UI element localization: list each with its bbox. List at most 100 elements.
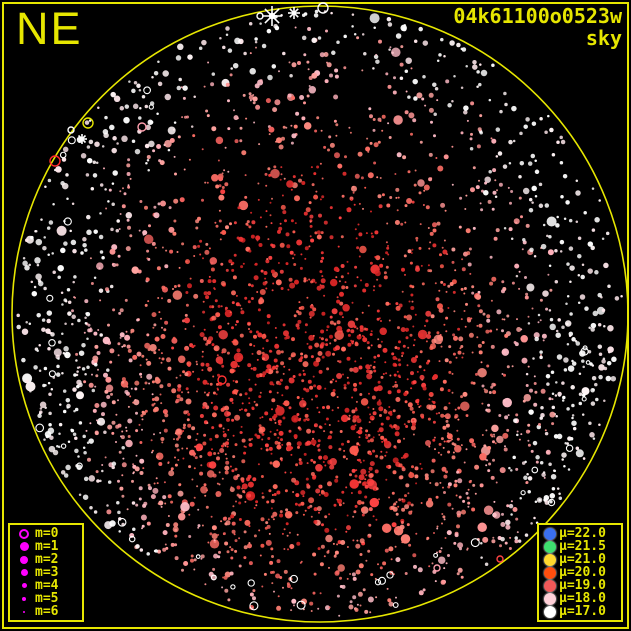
star-dot [422, 204, 425, 206]
star-dot [261, 351, 265, 355]
open-ring-star [249, 601, 259, 611]
star-dot [113, 95, 121, 103]
star-dot [253, 507, 256, 509]
star-dot [492, 168, 497, 173]
star-dot [60, 470, 66, 475]
star-dot [437, 451, 440, 454]
star-dot [516, 327, 522, 332]
star-dot [594, 270, 599, 275]
star-dot [294, 222, 297, 225]
star-dot [406, 198, 413, 204]
star-dot [326, 62, 332, 68]
star-dot [259, 216, 262, 219]
star-dot [183, 168, 186, 171]
star-dot [86, 337, 89, 340]
star-dot [211, 533, 218, 540]
star-dot [84, 120, 90, 125]
star-dot [282, 323, 286, 327]
star-dot [385, 372, 388, 375]
star-dot [74, 448, 79, 454]
star-dot [262, 357, 265, 361]
star-dot [313, 194, 319, 200]
star-dot [298, 306, 302, 310]
star-dot [525, 117, 530, 122]
star-dot [280, 204, 286, 210]
star-dot [103, 430, 107, 435]
star-dot [525, 481, 528, 484]
star-dot [399, 76, 404, 80]
star-dot [435, 495, 439, 499]
star-dot [111, 182, 115, 185]
star-dot [561, 458, 564, 461]
star-dot [372, 118, 376, 121]
star-dot [447, 485, 451, 489]
star-dot [335, 475, 339, 479]
star-dot [377, 354, 380, 358]
star-dot [203, 328, 206, 331]
star-dot [342, 455, 346, 459]
star-dot [84, 248, 88, 252]
star-dot [533, 375, 536, 378]
star-dot [581, 387, 590, 396]
star-dot [138, 116, 142, 120]
star-dot [192, 134, 196, 138]
star-dot [460, 401, 470, 411]
star-dot [375, 596, 378, 599]
star-dot [523, 393, 532, 402]
star-dot [161, 357, 165, 361]
star-dot [340, 414, 349, 423]
star-dot [344, 281, 347, 284]
star-dot [144, 381, 148, 385]
star-dot [265, 448, 269, 452]
star-dot [229, 571, 234, 576]
star-dot [185, 291, 189, 294]
star-dot [437, 556, 446, 564]
star-dot [210, 267, 215, 272]
star-dot [349, 131, 352, 134]
star-dot [519, 160, 525, 166]
star-dot [131, 266, 139, 274]
star-dot [575, 179, 579, 182]
star-dot [372, 289, 375, 292]
star-dot [291, 62, 297, 68]
star-dot [342, 502, 345, 505]
star-dot [410, 132, 413, 136]
star-dot [492, 390, 497, 395]
star-dot [272, 460, 281, 468]
star-dot [457, 567, 463, 573]
star-dot [109, 248, 116, 255]
star-dot [295, 511, 299, 515]
star-dot [395, 302, 399, 306]
star-dot [223, 575, 228, 580]
star-dot [402, 454, 407, 459]
star-dot [146, 257, 149, 260]
star-dot [590, 322, 597, 329]
open-ring-star [585, 360, 591, 365]
star-dot [581, 413, 585, 416]
star-dot [164, 413, 169, 418]
star-dot [45, 328, 51, 334]
star-dot [343, 66, 347, 70]
star-dot [196, 485, 199, 488]
star-dot [337, 420, 340, 423]
star-dot [235, 320, 239, 324]
star-dot [43, 236, 46, 239]
star-dot [268, 133, 271, 136]
star-dot [288, 531, 291, 534]
star-dot [523, 124, 528, 129]
star-dot [566, 442, 569, 446]
star-dot [369, 333, 373, 336]
star-dot [291, 133, 297, 139]
star-dot [123, 116, 130, 124]
star-dot [84, 299, 89, 304]
star-dot [115, 441, 117, 443]
star-dot [172, 231, 177, 236]
star-dot [386, 16, 392, 22]
star-dot [205, 505, 209, 509]
star-dot [146, 360, 152, 366]
star-dot [265, 259, 270, 264]
star-dot [399, 475, 404, 480]
star-dot [528, 430, 531, 433]
star-dot [547, 114, 550, 118]
star-dot [65, 173, 69, 177]
